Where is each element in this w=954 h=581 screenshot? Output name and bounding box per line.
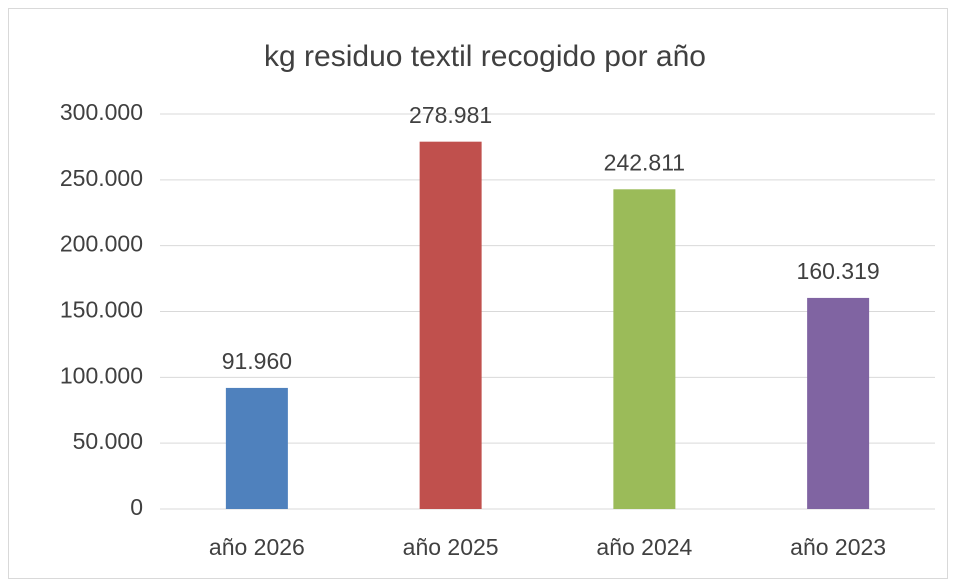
y-tick-label: 250.000 <box>60 165 143 191</box>
data-label: 160.319 <box>797 258 880 284</box>
x-tick-label: año 2025 <box>403 534 499 560</box>
y-tick-label: 150.000 <box>60 297 143 323</box>
bar <box>807 297 870 509</box>
y-tick-label: 0 <box>130 494 143 520</box>
x-tick-label: año 2026 <box>209 534 305 560</box>
bar <box>613 189 676 510</box>
chart-title: kg residuo textil recogido por año <box>264 40 706 73</box>
y-tick-label: 50.000 <box>73 428 143 454</box>
y-tick-label: 100.000 <box>60 362 143 388</box>
data-label: 91.960 <box>222 348 292 374</box>
bar <box>225 387 288 509</box>
data-label: 242.811 <box>604 149 685 175</box>
x-tick-label: año 2024 <box>596 534 692 560</box>
x-tick-label: año 2023 <box>790 534 886 560</box>
data-label: 278.981 <box>409 102 492 128</box>
y-tick-label: 300.000 <box>60 99 143 125</box>
y-tick-label: 200.000 <box>60 231 143 257</box>
bar <box>419 141 482 509</box>
